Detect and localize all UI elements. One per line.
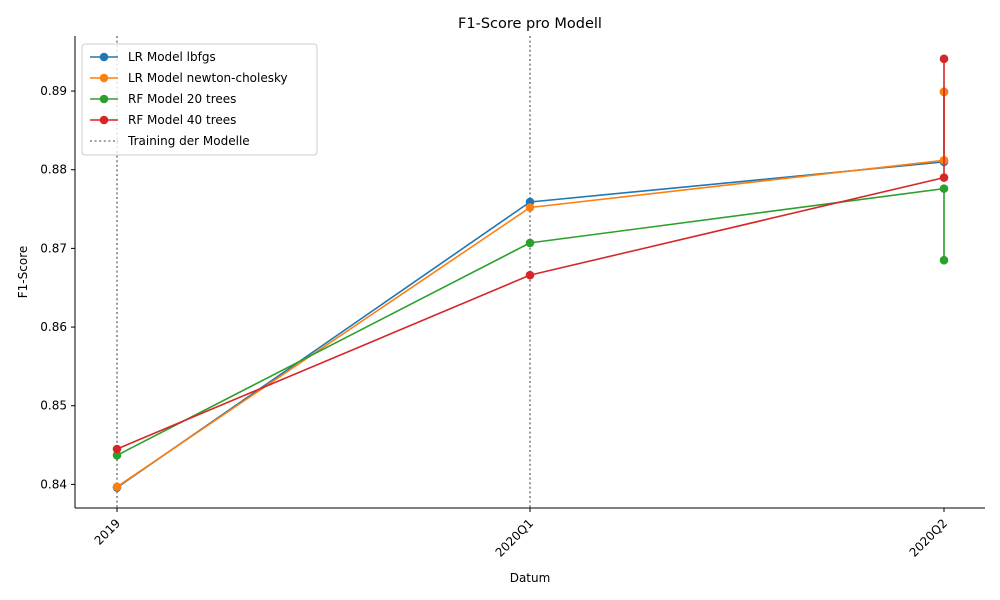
legend-marker — [99, 52, 109, 62]
data-point — [112, 482, 122, 492]
legend-label: LR Model lbfgs — [128, 50, 216, 64]
legend: LR Model lbfgs LR Model newton-cholesky RF… — [81, 43, 318, 156]
legend-box — [81, 43, 318, 156]
y-tick-label: 0.85 — [40, 399, 67, 413]
series-line — [116, 58, 945, 450]
series-line — [116, 187, 945, 457]
data-point — [525, 270, 535, 280]
y-axis-label: F1-Score — [16, 246, 30, 298]
y-tick-label: 0.87 — [40, 241, 67, 255]
data-point — [939, 255, 949, 265]
y-tick-label: 0.89 — [40, 84, 67, 98]
legend-marker — [99, 73, 109, 83]
data-point — [525, 238, 535, 248]
x-tick-label: 2020Q1 — [493, 516, 537, 560]
x-axis-label: Datum — [510, 571, 551, 585]
data-point — [939, 173, 949, 182]
legend-label: Training der Modelle — [127, 134, 250, 148]
data-point — [112, 444, 122, 454]
legend-label: LR Model newton-cholesky — [128, 71, 288, 85]
chart-title: F1-Score pro Modell — [458, 16, 602, 32]
legend-label: RF Model 20 trees — [128, 92, 236, 106]
x-tick-label: 2019 — [92, 516, 123, 547]
legend-marker — [99, 115, 109, 125]
y-axis-ticks: 0.84 0.85 0.86 0.87 0.88 0.89 — [40, 84, 75, 491]
data-point — [112, 450, 122, 460]
legend-marker — [99, 94, 109, 104]
legend-label: RF Model 40 trees — [128, 113, 236, 127]
data-point — [525, 203, 535, 212]
plot-area — [112, 36, 949, 508]
x-axis-ticks: 2019 2020Q1 2020Q2 — [92, 508, 950, 560]
y-tick-label: 0.88 — [40, 163, 67, 177]
data-point — [939, 184, 949, 193]
y-tick-label: 0.84 — [40, 477, 67, 491]
data-point — [939, 54, 949, 64]
y-tick-label: 0.86 — [40, 320, 67, 334]
x-tick-label: 2020Q2 — [907, 516, 951, 560]
